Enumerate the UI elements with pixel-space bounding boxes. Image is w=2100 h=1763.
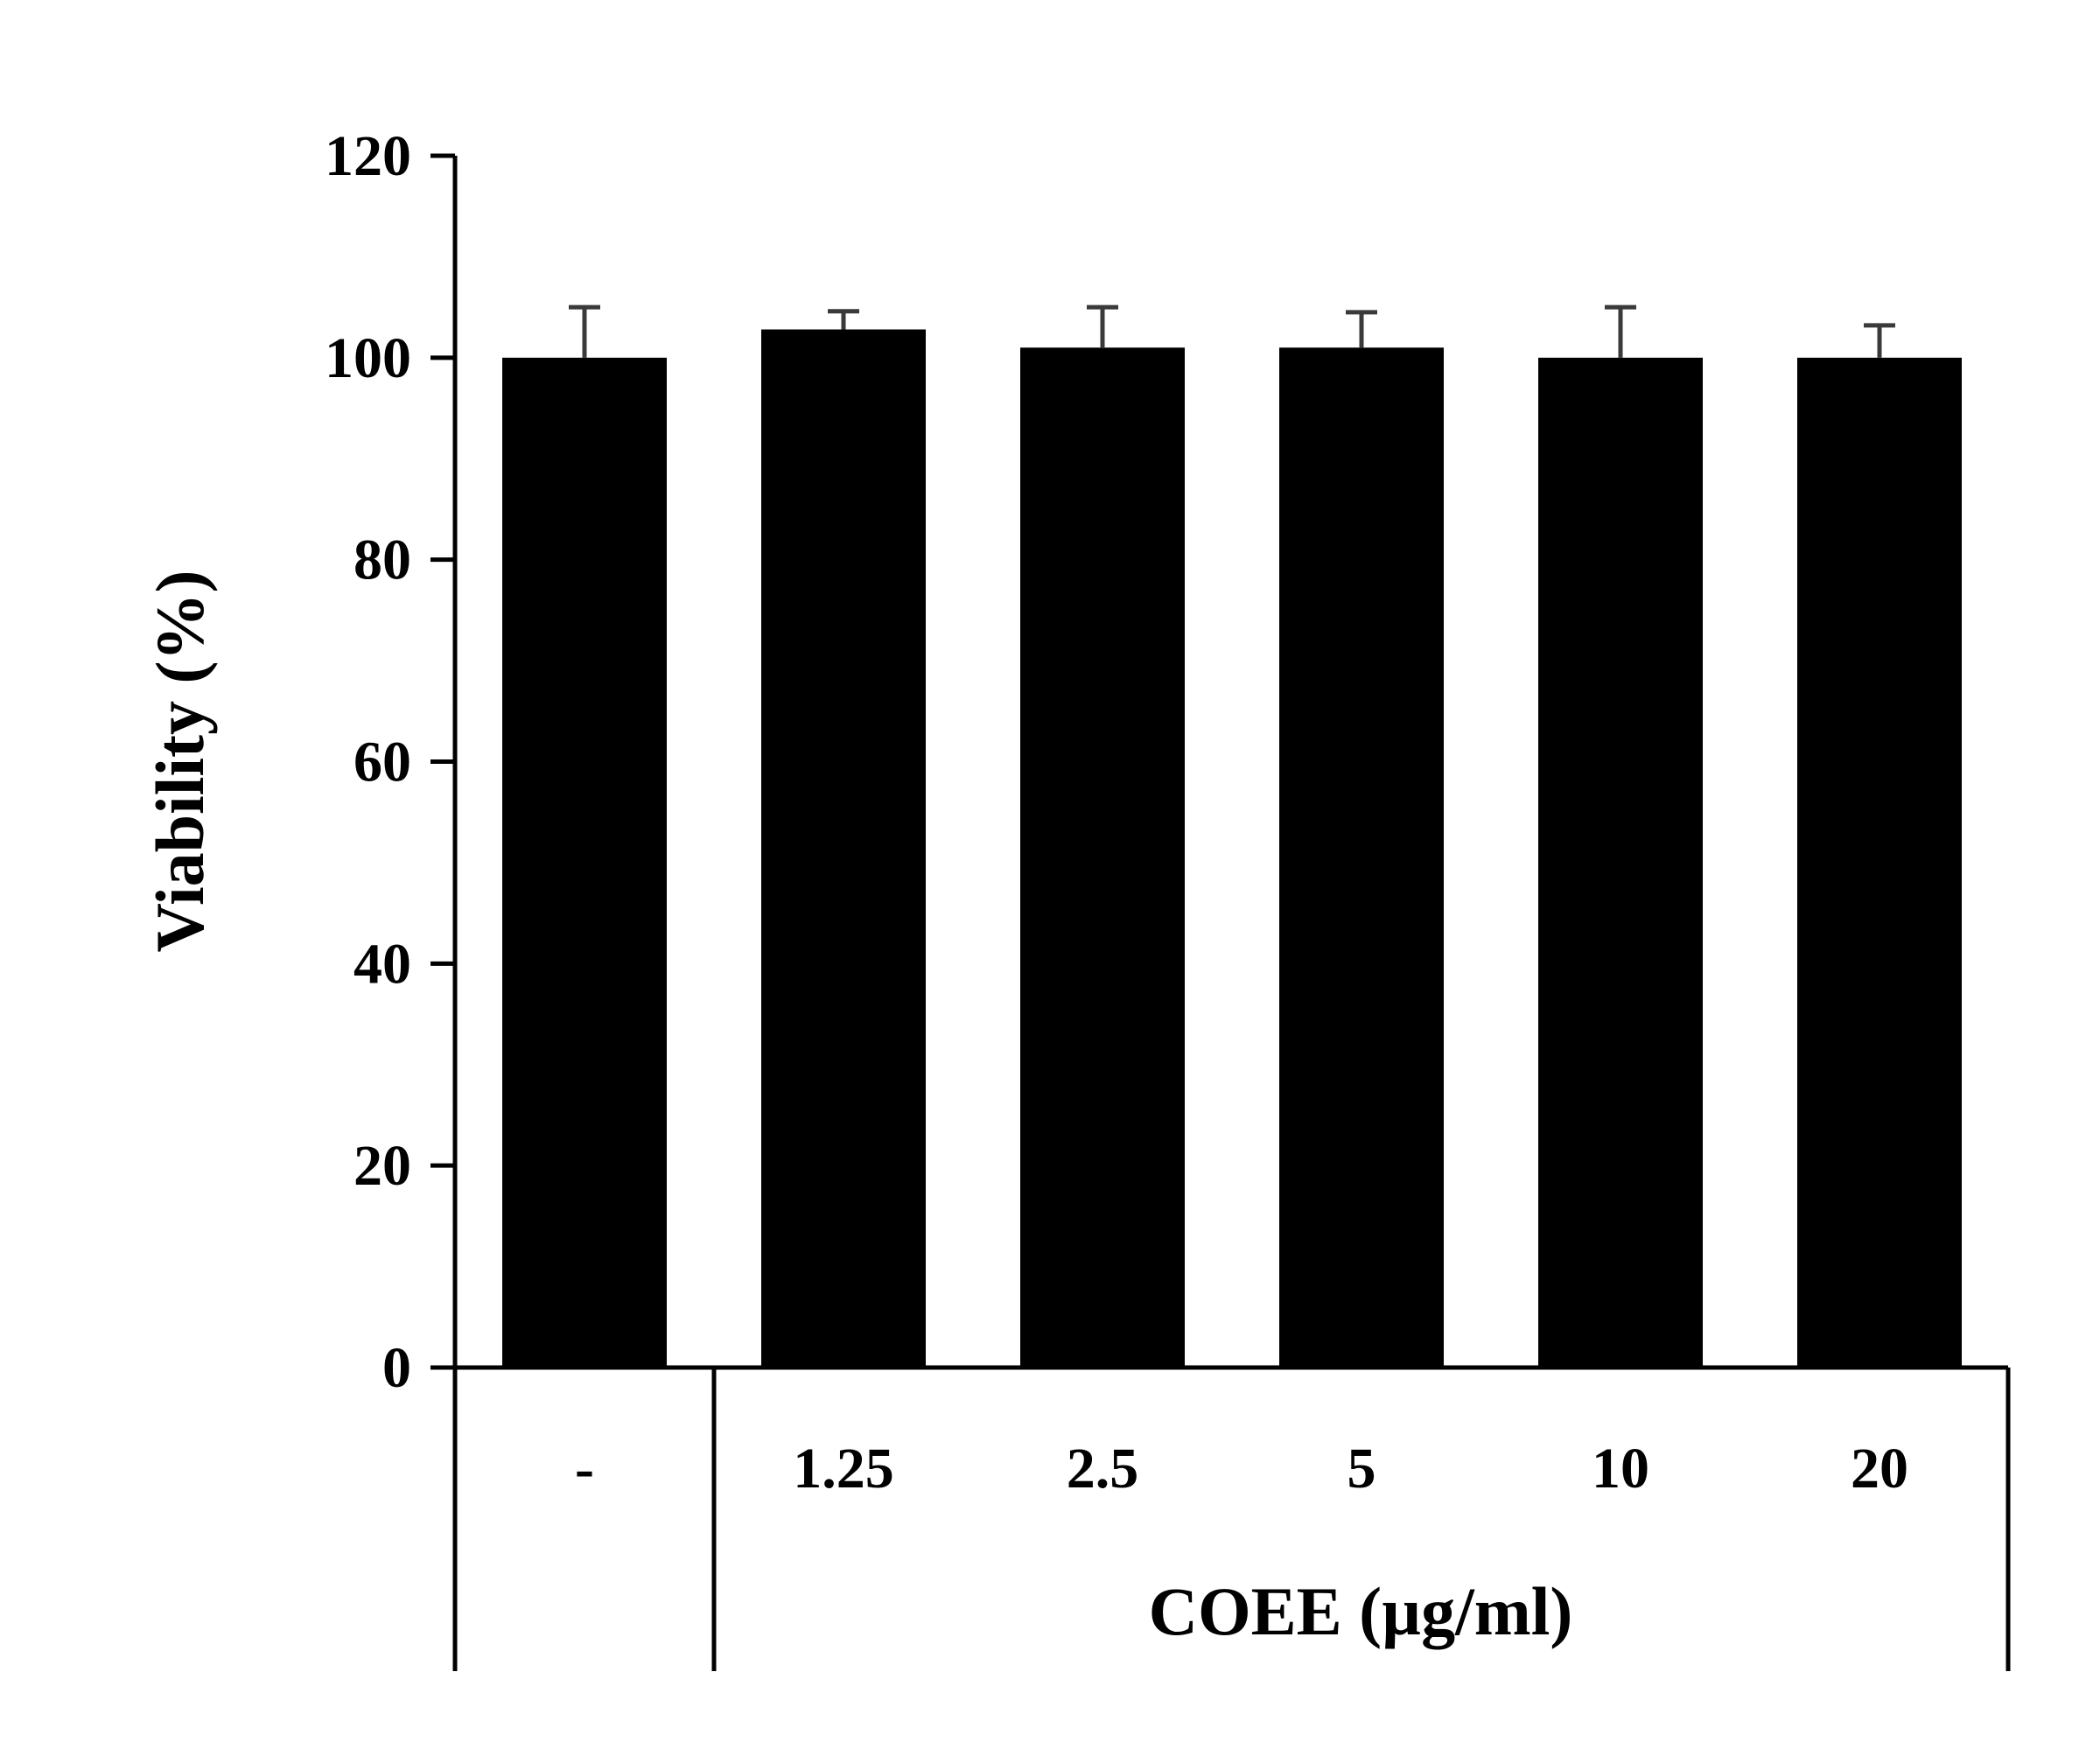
bar (1797, 357, 1962, 1368)
y-tick-label: 0 (382, 1336, 411, 1400)
y-tick-label: 40 (354, 932, 411, 996)
y-tick-label: 20 (354, 1134, 411, 1198)
error-bars (569, 304, 1895, 358)
y-axis-title: Viability (%) (142, 570, 218, 953)
y-axis-ticks: 0 20 40 60 80 100 120 (325, 124, 455, 1400)
bar (502, 357, 667, 1368)
axes (430, 156, 2011, 1671)
x-category-label: 1.25 (793, 1437, 894, 1501)
bar (1279, 347, 1444, 1368)
bar (1020, 347, 1185, 1368)
bars (502, 329, 1962, 1368)
bar (1538, 357, 1703, 1368)
y-tick-label: 60 (354, 731, 411, 794)
x-category-label: 2.5 (1067, 1437, 1139, 1501)
x-category-label: 20 (1851, 1437, 1908, 1501)
x-axis-categories: - 1.25 2.5 5 10 20 (575, 1437, 1908, 1501)
y-tick-label: 120 (325, 124, 411, 188)
x-category-label: - (575, 1437, 594, 1501)
x-category-label: 10 (1592, 1437, 1649, 1501)
bar (761, 329, 926, 1368)
y-tick-label: 100 (325, 326, 411, 390)
y-tick-label: 80 (354, 528, 411, 592)
x-category-label: 5 (1348, 1437, 1376, 1501)
x-axis-title: COEE (µg/ml) (1149, 1573, 1573, 1649)
